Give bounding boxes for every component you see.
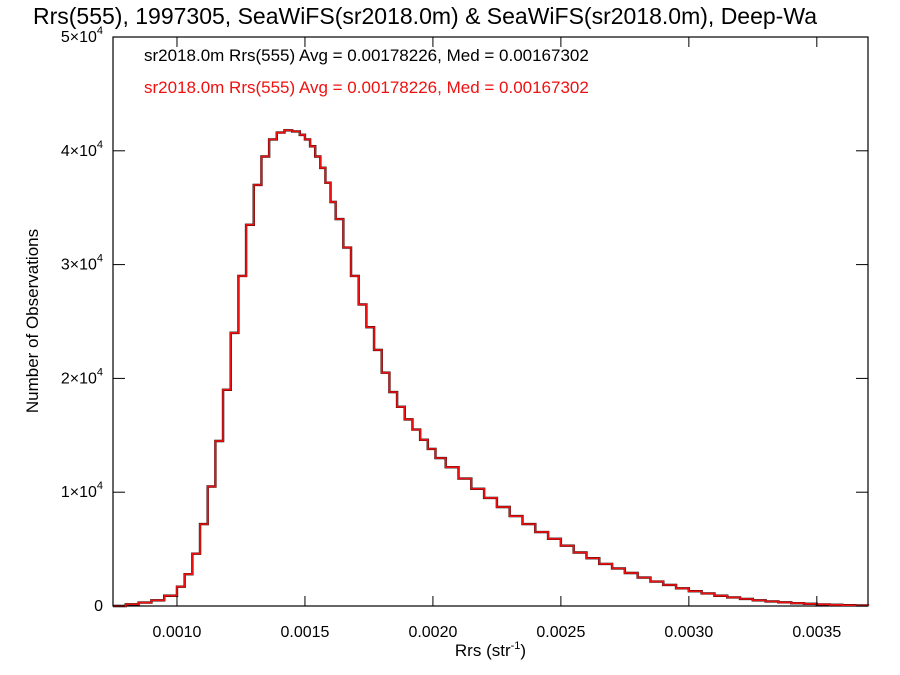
y-tick-label: 3×104 xyxy=(61,253,103,274)
annotation-black: sr2018.0m Rrs(555) Avg = 0.00178226, Med… xyxy=(144,46,589,65)
y-axis-label: Number of Observations xyxy=(23,229,42,413)
y-tick-label: 4×104 xyxy=(61,139,103,160)
x-tick-label: 0.0020 xyxy=(408,624,457,641)
y-tick-label: 1×104 xyxy=(61,480,103,501)
x-tick-label: 0.0030 xyxy=(664,624,713,641)
series-0-line xyxy=(113,129,869,607)
y-tick-label: 2×104 xyxy=(61,366,103,387)
x-tick-label: 0.0015 xyxy=(280,624,329,641)
x-tick-label: 0.0010 xyxy=(153,624,202,641)
chart-title: Rrs(555), 1997305, SeaWiFS(sr2018.0m) & … xyxy=(33,3,817,29)
x-tick-label: 0.0025 xyxy=(536,624,585,641)
y-tick-label: 0 xyxy=(94,598,103,615)
y-tick-label: 5×104 xyxy=(61,25,103,46)
annotation-red: sr2018.0m Rrs(555) Avg = 0.00178226, Med… xyxy=(144,78,589,97)
x-tick-label: 0.0035 xyxy=(792,624,841,641)
plot-frame xyxy=(112,36,869,607)
x-axis-label: Rrs (str-1) xyxy=(455,640,526,660)
